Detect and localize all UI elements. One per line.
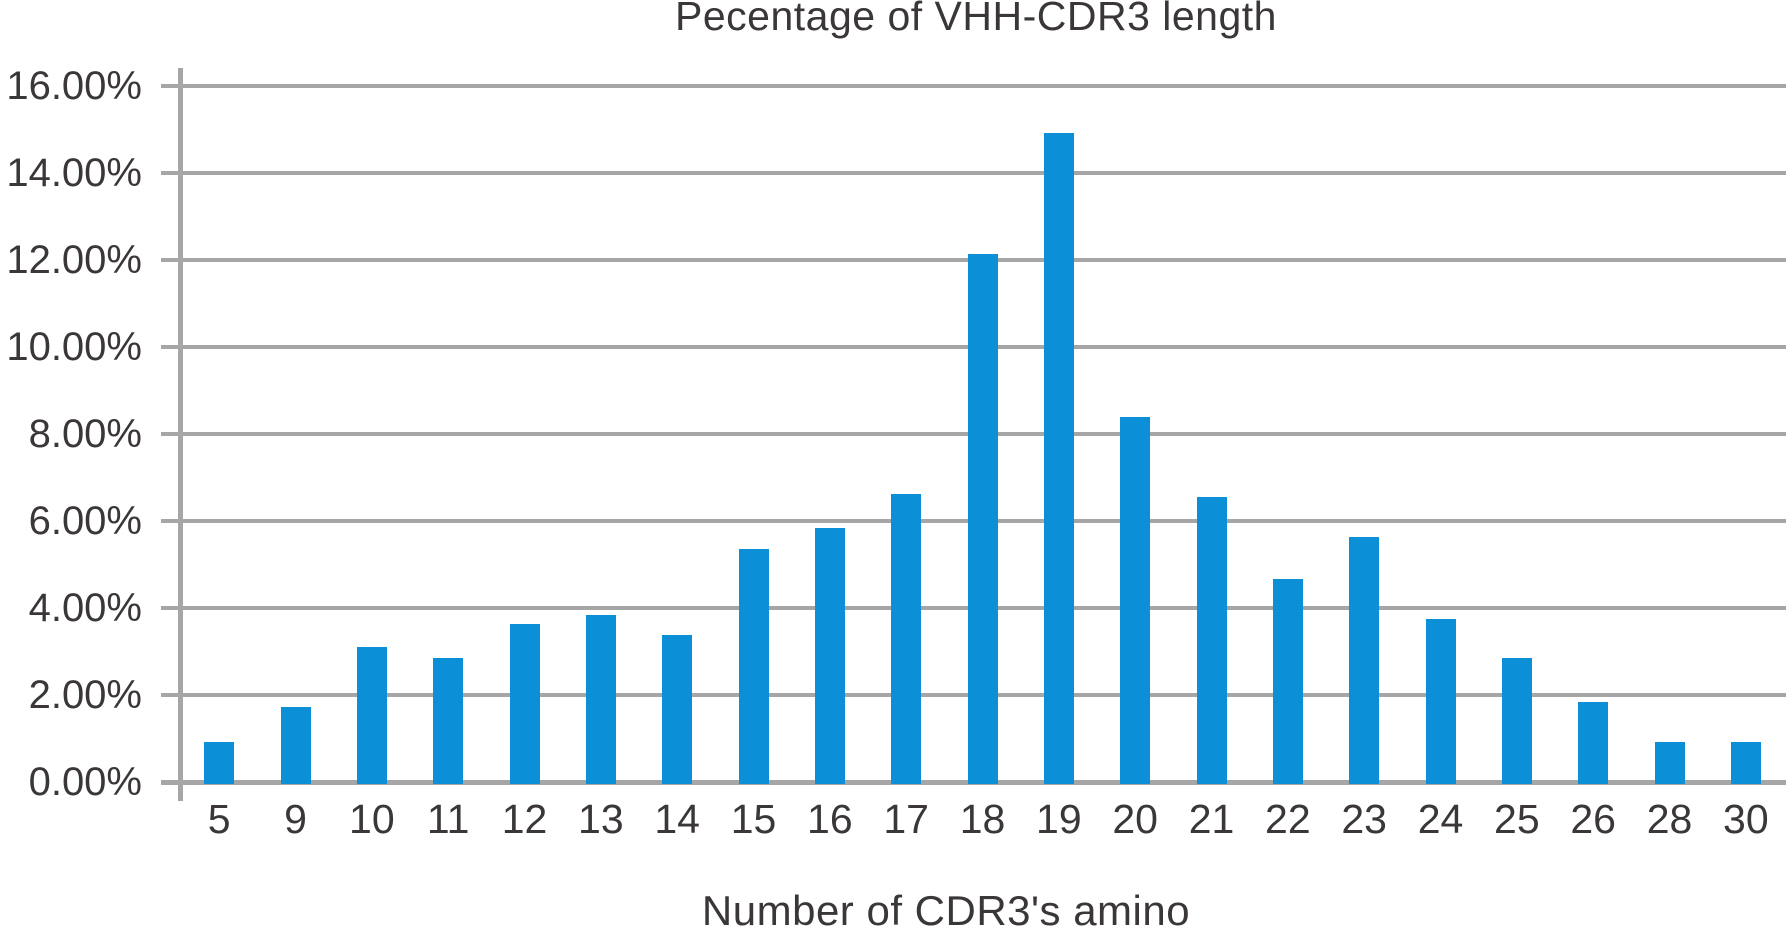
- bar: [1501, 657, 1532, 784]
- y-tick-label: 8.00%: [28, 412, 142, 456]
- x-tick-label: 25: [1494, 796, 1540, 842]
- y-tick-mark: [161, 519, 178, 523]
- y-tick-mark: [161, 84, 178, 88]
- bar: [662, 634, 693, 784]
- x-tick-label: 30: [1723, 796, 1769, 842]
- bar: [585, 615, 616, 784]
- bar: [1120, 417, 1151, 784]
- x-tick-label: 12: [501, 796, 548, 842]
- y-tick-mark: [161, 345, 178, 349]
- bar: [738, 549, 769, 784]
- bar: [1654, 741, 1685, 784]
- y-tick-mark: [161, 606, 178, 610]
- y-tick-mark: [161, 432, 178, 436]
- y-tick-label: 12.00%: [6, 238, 142, 282]
- x-tick-label: 22: [1265, 796, 1311, 842]
- bar: [356, 646, 387, 784]
- y-tick-label: 4.00%: [28, 586, 142, 630]
- bar: [433, 658, 464, 784]
- bar: [1196, 497, 1227, 784]
- bar: [1425, 618, 1456, 784]
- bar: [280, 706, 311, 784]
- bar: [967, 254, 998, 784]
- bar: [509, 623, 540, 784]
- x-tick-label: 18: [959, 796, 1006, 842]
- y-tick-mark: [161, 171, 178, 175]
- y-tick-label: 2.00%: [28, 673, 142, 717]
- bar: [1043, 132, 1074, 784]
- x-tick-label: 23: [1341, 796, 1387, 842]
- gridline: [178, 84, 1786, 88]
- y-axis-line: [178, 68, 183, 801]
- x-tick-label: 21: [1188, 796, 1235, 842]
- chart-title: Pecentage of VHH-CDR3 length: [675, 0, 1277, 39]
- y-tick-label: 16.00%: [6, 64, 142, 108]
- x-tick-label: 20: [1112, 796, 1158, 842]
- x-tick-label: 13: [578, 796, 624, 842]
- bar: [891, 494, 922, 784]
- y-tick-mark: [161, 693, 178, 697]
- y-tick-mark: [161, 258, 178, 262]
- y-tick-label: 0.00%: [28, 760, 142, 804]
- x-tick-label: 5: [207, 796, 231, 842]
- x-tick-label: 16: [807, 796, 853, 842]
- x-tick-label: 15: [730, 796, 777, 842]
- bar: [204, 741, 235, 784]
- x-tick-label: 24: [1417, 796, 1464, 842]
- x-tick-label: 26: [1570, 796, 1616, 842]
- x-tick-label: 9: [284, 796, 307, 842]
- bar: [1730, 741, 1761, 784]
- y-tick-label: 6.00%: [28, 499, 142, 543]
- x-tick-label: 11: [426, 796, 470, 842]
- y-tick-label: 10.00%: [6, 325, 142, 369]
- x-axis-title: Number of CDR3's amino: [701, 887, 1191, 926]
- bar: [1578, 702, 1609, 784]
- gridline: [178, 171, 1786, 175]
- bar: [1272, 578, 1303, 784]
- x-tick-label: 10: [349, 796, 395, 842]
- x-tick-label: 19: [1036, 796, 1082, 842]
- bar: [1349, 536, 1380, 784]
- bar: [814, 527, 845, 784]
- y-tick-label: 14.00%: [6, 151, 142, 195]
- x-tick-label: 14: [654, 796, 700, 842]
- x-tick-label: 28: [1646, 796, 1693, 842]
- x-tick-label: 17: [883, 796, 929, 842]
